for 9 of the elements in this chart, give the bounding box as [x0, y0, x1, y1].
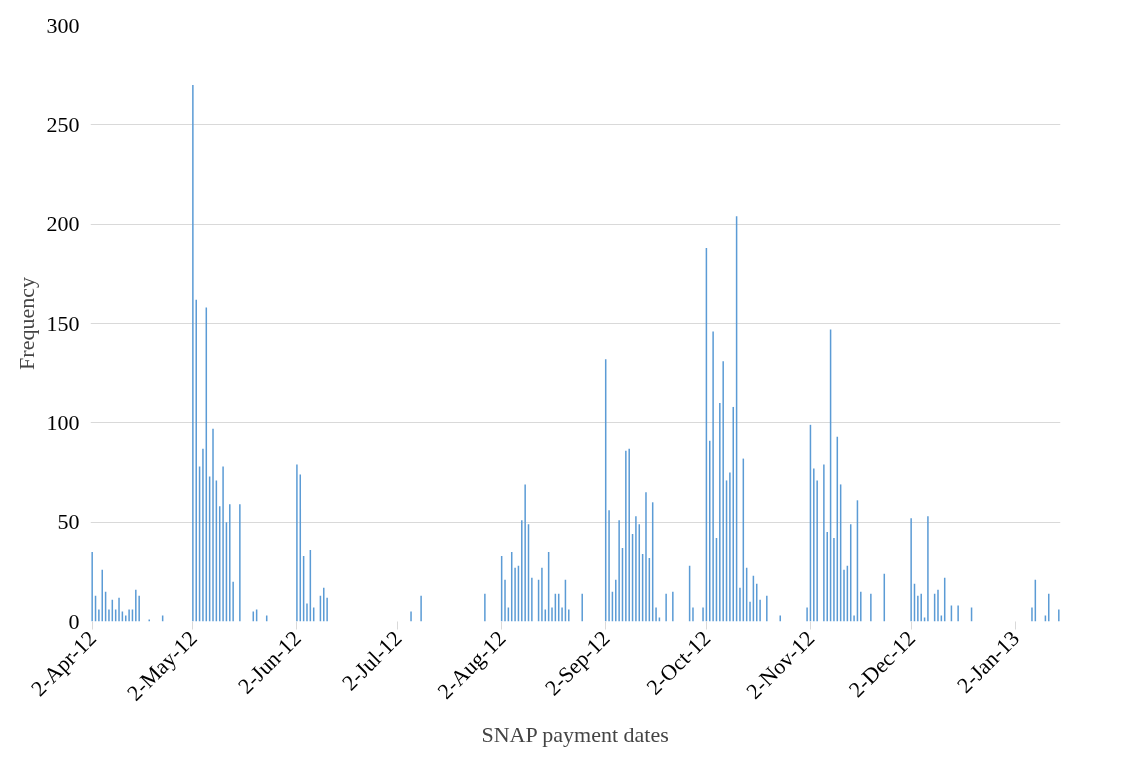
y-axis-title: Frequency [13, 277, 39, 370]
y-tick-label: 50 [57, 509, 80, 535]
y-tick-label: 200 [46, 211, 80, 237]
y-tick-label: 250 [46, 111, 80, 137]
y-tick-label: 300 [46, 12, 80, 38]
y-tick-label: 150 [46, 310, 80, 336]
y-tick-label: 0 [68, 608, 80, 634]
x-axis-title: SNAP payment dates [481, 722, 669, 748]
y-tick-label: 100 [46, 409, 80, 435]
